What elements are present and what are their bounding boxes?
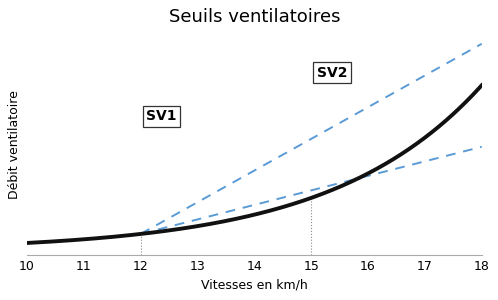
X-axis label: Vitesses en km/h: Vitesses en km/h: [201, 279, 308, 292]
Text: SV1: SV1: [146, 109, 177, 123]
Title: Seuils ventilatoires: Seuils ventilatoires: [168, 8, 340, 26]
Text: SV2: SV2: [317, 66, 347, 80]
Y-axis label: Débit ventilatoire: Débit ventilatoire: [8, 90, 21, 199]
